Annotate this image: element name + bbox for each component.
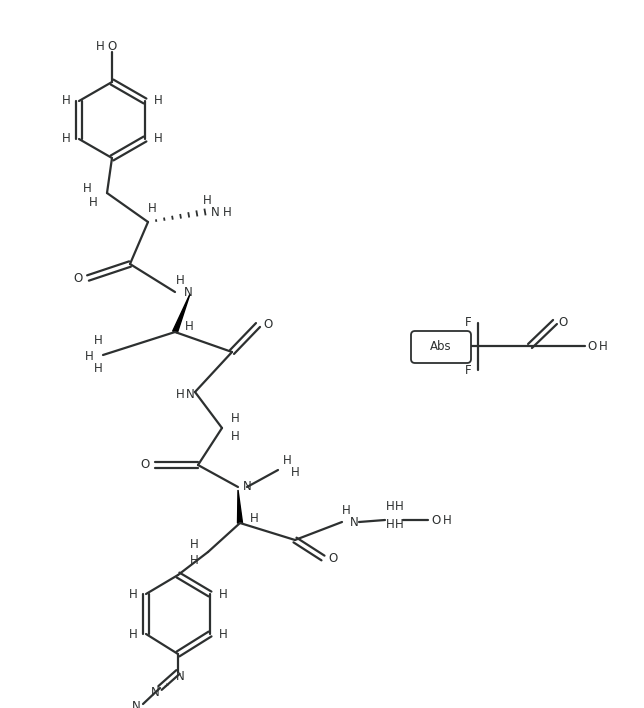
Text: H: H bbox=[129, 627, 137, 641]
Text: F: F bbox=[465, 316, 471, 329]
Text: N: N bbox=[243, 481, 251, 493]
Text: O: O bbox=[558, 316, 567, 329]
Text: H: H bbox=[176, 387, 184, 401]
Text: H: H bbox=[189, 537, 198, 551]
Text: N: N bbox=[350, 517, 358, 530]
Text: H: H bbox=[341, 505, 350, 518]
Text: H: H bbox=[395, 518, 403, 532]
Text: H: H bbox=[89, 197, 97, 210]
Text: N: N bbox=[184, 285, 193, 299]
Text: H: H bbox=[218, 627, 227, 641]
Text: F: F bbox=[465, 363, 471, 377]
Text: O: O bbox=[431, 513, 440, 527]
Text: H: H bbox=[176, 275, 184, 287]
Text: ⁻: ⁻ bbox=[146, 706, 151, 708]
Text: H: H bbox=[129, 588, 137, 600]
Text: H: H bbox=[62, 132, 70, 146]
Text: H: H bbox=[231, 413, 240, 426]
Text: H: H bbox=[93, 362, 102, 375]
Text: H: H bbox=[386, 518, 394, 532]
Text: H: H bbox=[203, 193, 211, 207]
Text: H: H bbox=[250, 511, 258, 525]
Text: O: O bbox=[587, 340, 596, 353]
Text: H: H bbox=[62, 94, 70, 108]
Text: O: O bbox=[73, 271, 82, 285]
Text: ⁺: ⁺ bbox=[164, 683, 169, 693]
Text: N: N bbox=[151, 687, 159, 700]
Text: N: N bbox=[131, 700, 140, 708]
Text: O: O bbox=[263, 319, 272, 331]
Text: H: H bbox=[386, 501, 394, 513]
Text: H: H bbox=[185, 319, 193, 333]
Text: N: N bbox=[176, 670, 184, 683]
Text: N: N bbox=[185, 387, 194, 401]
Text: H: H bbox=[154, 94, 162, 108]
FancyBboxPatch shape bbox=[411, 331, 471, 363]
Text: H: H bbox=[223, 207, 231, 219]
Text: H: H bbox=[442, 513, 451, 527]
Polygon shape bbox=[173, 294, 190, 333]
Text: H: H bbox=[84, 350, 93, 362]
Text: H: H bbox=[231, 430, 240, 442]
Text: H: H bbox=[82, 181, 91, 195]
Text: H: H bbox=[395, 501, 403, 513]
Text: H: H bbox=[290, 467, 299, 479]
Text: H: H bbox=[283, 454, 291, 467]
Text: H: H bbox=[599, 340, 607, 353]
Text: O: O bbox=[108, 40, 117, 52]
Text: N: N bbox=[211, 207, 220, 219]
Text: H: H bbox=[189, 554, 198, 566]
Text: H: H bbox=[95, 40, 104, 52]
Text: Abs: Abs bbox=[430, 341, 452, 353]
Text: H: H bbox=[154, 132, 162, 146]
Text: H: H bbox=[218, 588, 227, 600]
Text: O: O bbox=[328, 552, 337, 564]
Text: O: O bbox=[140, 459, 149, 472]
Polygon shape bbox=[238, 490, 243, 523]
Text: H: H bbox=[93, 334, 102, 348]
Text: H: H bbox=[147, 202, 156, 215]
